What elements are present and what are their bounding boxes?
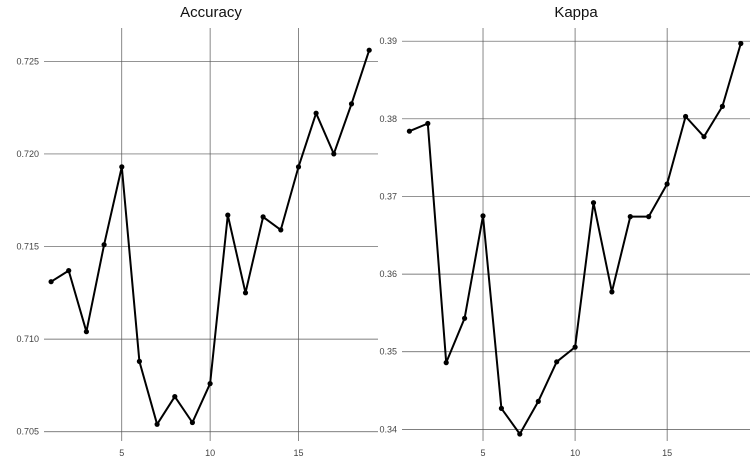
accuracy-data-point [278,227,284,233]
accuracy-y-tick-label: 0.725 [16,56,39,66]
kappa-data-point [406,128,412,134]
accuracy-data-point [66,268,72,274]
accuracy-data-point [348,101,355,107]
kappa-gridlines [402,28,750,441]
kappa-data-point [443,360,449,366]
accuracy-data-point [48,279,54,285]
kappa-data-point [719,103,726,109]
kappa-data-point [572,344,578,350]
kappa-data-point [609,289,615,295]
accuracy-y-tick-label: 0.720 [16,149,39,159]
kappa-data-point [590,200,597,206]
kappa-data-point [425,120,431,127]
kappa-y-tick-label: 0.38 [379,114,397,124]
accuracy-data-point [295,164,302,170]
accuracy-data-point [225,212,231,218]
kappa-y-tick-label: 0.39 [379,36,397,46]
kappa-data-point [701,134,707,140]
accuracy-data-point [172,394,178,400]
kappa-data-point [517,431,523,437]
accuracy-data-point [101,242,107,248]
kappa-y-tick-label: 0.34 [379,424,397,434]
accuracy-data-point [83,329,89,335]
accuracy-data-point [189,419,195,426]
kappa-y-tick-label: 0.35 [379,347,397,357]
accuracy-y-tick-label: 0.705 [16,427,39,437]
kappa-y-tick-label: 0.36 [379,269,397,279]
kappa-data-point [738,40,744,47]
kappa-data-point [462,315,468,321]
accuracy-y-tick-label: 0.710 [16,334,39,344]
accuracy-data-point [366,47,372,53]
kappa-data-point [664,181,670,187]
accuracy-data-point [331,151,337,157]
kappa-data-point [627,214,633,220]
accuracy-data-point [313,110,319,116]
accuracy-x-tick-label: 10 [205,448,215,458]
kappa-title: Kappa [554,4,598,21]
kappa-x-tick-label: 15 [662,448,672,458]
kappa-data-point [498,405,504,411]
kappa-data-point [683,113,689,120]
accuracy-data-point [119,164,125,170]
kappa-data-point [646,214,652,220]
accuracy-x-tick-label: 15 [293,448,303,458]
accuracy-data-point [136,358,142,364]
kappa-x-tick-label: 5 [481,448,486,458]
kappa-data-point [480,213,486,219]
accuracy-y-tick-label: 0.715 [16,242,39,252]
accuracy-data-point [260,214,266,220]
accuracy-title: Accuracy [180,4,242,21]
kappa-x-tick-label: 10 [570,448,580,458]
kappa-data-point [535,398,541,404]
kappa-data-point [554,359,560,365]
accuracy-x-tick-label: 5 [119,448,124,458]
accuracy-data-point [207,381,213,387]
accuracy-gridlines [44,28,378,441]
kappa-panel: Kappa 0.34 0.35 0.36 0.37 0.38 0.39 5 10 15 [379,4,750,458]
accuracy-data-point [242,290,249,296]
accuracy-data-point [154,421,160,427]
kappa-y-tick-label: 0.37 [379,191,397,201]
accuracy-panel: Accuracy 0.705 0.710 0.715 0.720 0.725 5 10 15 [16,4,378,458]
